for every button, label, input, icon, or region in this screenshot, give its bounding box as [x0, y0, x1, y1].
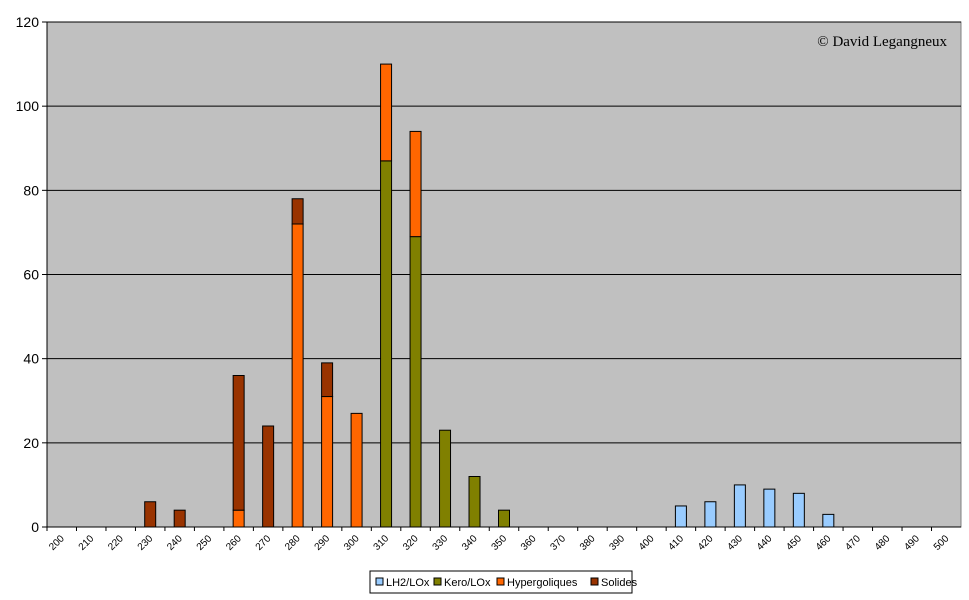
- bar-kero-lox-330: [439, 429, 452, 528]
- x-tick-label: 410: [666, 533, 686, 553]
- x-tick-label: 290: [313, 533, 333, 553]
- x-tick-label: 360: [519, 533, 539, 553]
- x-tick-label: 220: [106, 533, 126, 553]
- gridlines: [47, 21, 961, 444]
- x-tick-label: 310: [372, 533, 392, 553]
- x-tick-label: 380: [578, 533, 598, 553]
- y-tick-label: 0: [31, 519, 39, 535]
- x-tick-label: 320: [401, 533, 421, 553]
- legend-label-kero-lox: Kero/LOx: [444, 577, 491, 589]
- x-tick-label: 390: [607, 533, 627, 553]
- x-tick-label: 260: [224, 533, 244, 553]
- bar-solides-240: [173, 509, 186, 528]
- x-tick-label: 480: [873, 533, 893, 553]
- y-tick-label: 60: [23, 267, 39, 283]
- x-tick-label: 270: [254, 533, 274, 553]
- bar-solides-270: [262, 425, 275, 528]
- y-tick-label: 80: [23, 182, 39, 198]
- y-tick-label: 100: [16, 98, 40, 114]
- bar-solides-230: [144, 501, 157, 528]
- x-tick-label: 440: [755, 533, 775, 553]
- bar-lh2-lox-430: [733, 484, 746, 528]
- bar-kero-lox-340: [468, 476, 481, 528]
- x-tick-label: 500: [932, 533, 952, 553]
- x-tick-label: 350: [490, 533, 510, 553]
- bar-kero-lox-310: [380, 160, 393, 528]
- x-axis: 200 210 220 230 240 250 260 270 280 290 300 310 320 3…: [46, 526, 961, 553]
- x-tick-label: 330: [431, 533, 451, 553]
- legend-label-hypergoliques: Hypergoliques: [507, 577, 578, 589]
- x-tick-label: 420: [696, 533, 716, 553]
- x-tick-label: 430: [725, 533, 745, 553]
- bar-solides-280: [291, 198, 304, 225]
- copyright-annotation: © David Legangneux: [817, 34, 947, 50]
- legend-swatch-solides: [590, 577, 599, 586]
- x-tick-label: 460: [814, 533, 834, 553]
- bar-hypergoliques-300: [350, 412, 363, 528]
- bar-lh2-lox-440: [763, 488, 776, 528]
- x-tick-label: 210: [77, 533, 97, 553]
- bar-kero-lox-350: [498, 509, 510, 528]
- x-tick-label: 300: [342, 533, 362, 553]
- x-tick-label: 400: [637, 533, 657, 553]
- y-tick-label: 40: [23, 351, 39, 367]
- legend-swatch-lh2-lox: [375, 577, 384, 586]
- bar-lh2-lox-410: [674, 505, 687, 528]
- x-tick-label: 370: [549, 533, 569, 553]
- x-tick-label: 340: [460, 533, 480, 553]
- legend-label-solides: Solides: [601, 577, 638, 589]
- bar-lh2-lox-460: [822, 513, 835, 528]
- x-tick-label: 490: [902, 533, 922, 553]
- x-tick-label: 470: [843, 533, 863, 553]
- y-tick-label: 20: [23, 435, 39, 451]
- legend-swatch-hypergoliques: [496, 577, 505, 586]
- bar-hypergoliques-310: [380, 63, 393, 162]
- bar-solides-290: [321, 362, 334, 398]
- legend-swatch-kero-lox: [433, 577, 442, 586]
- y-tick-label: 120: [16, 14, 40, 30]
- x-tick-label: 250: [195, 533, 215, 553]
- x-tick-label: 240: [165, 533, 185, 553]
- bar-lh2-lox-420: [704, 501, 717, 528]
- x-tick-label: 450: [784, 533, 804, 553]
- x-tick-label: 230: [136, 533, 156, 553]
- bar-hypergoliques-320: [409, 130, 422, 238]
- bar-solides-260: [232, 375, 245, 511]
- bar-hypergoliques-260: [232, 509, 245, 528]
- bar-kero-lox-320: [409, 236, 422, 528]
- legend: LH2/LOx Kero/LOx Hypergoliques Solides: [369, 570, 638, 594]
- bar-hypergoliques-290: [321, 396, 334, 528]
- y-axis: 0 20 40 60 80 100 120: [16, 14, 48, 535]
- bar-hypergoliques-280: [291, 223, 304, 528]
- legend-label-lh2-lox: LH2/LOx: [386, 577, 430, 589]
- x-tick-label: 200: [47, 533, 67, 553]
- x-tick-label: 280: [283, 533, 303, 553]
- bars: [144, 63, 835, 528]
- bar-lh2-lox-450: [792, 492, 805, 528]
